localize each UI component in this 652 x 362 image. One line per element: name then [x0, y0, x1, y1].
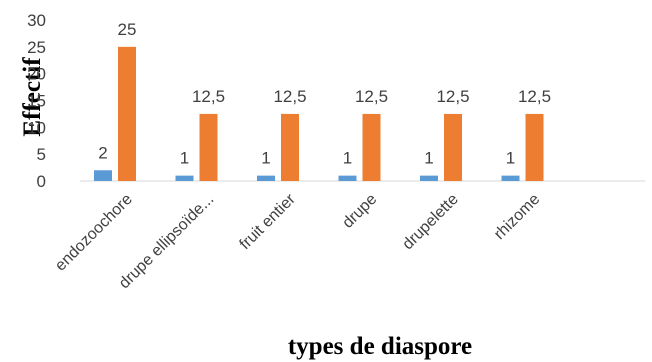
data-label: 25 [118, 20, 137, 39]
x-axis-title: types de diaspore [288, 333, 472, 360]
y-axis-ticks: 0 5 10 15 20 25 30 [27, 11, 46, 191]
y-tick-label: 20 [27, 65, 46, 84]
x-category-label: drupelette [399, 191, 461, 253]
bar-series-1 [175, 175, 194, 181]
data-label: 12,5 [436, 87, 469, 106]
bar-series-1 [420, 175, 438, 181]
bars: 2 25 1 12,5 1 12,5 1 12,5 1 12,5 1 12,5 [94, 20, 551, 182]
bar-series-1 [501, 175, 520, 181]
data-label: 1 [343, 149, 352, 168]
bar-series-2 [525, 113, 544, 181]
data-label: 1 [261, 149, 270, 168]
bar-series-2 [118, 46, 136, 182]
data-label: 12,5 [355, 87, 388, 106]
bar-series-2 [199, 113, 218, 181]
y-tick-label: 5 [37, 145, 46, 164]
y-tick-label: 25 [27, 38, 46, 57]
x-category-label: drupe [339, 191, 380, 232]
y-tick-label: 30 [27, 11, 46, 30]
x-category-label: endozoochore [52, 191, 136, 275]
y-axis-title: Effectif [19, 57, 46, 137]
data-label: 1 [506, 149, 515, 168]
y-tick-label: 10 [27, 118, 46, 137]
data-label: 12,5 [518, 87, 551, 106]
data-label: 1 [180, 149, 189, 168]
x-category-label: rhizome [491, 191, 543, 243]
data-label: 12,5 [192, 87, 225, 106]
bar-series-1 [257, 175, 275, 181]
bar-series-1 [338, 175, 357, 181]
bar-series-2 [281, 113, 299, 181]
bar-series-1 [94, 170, 112, 181]
y-tick-label: 15 [27, 92, 46, 111]
bar-series-2 [444, 113, 462, 181]
data-label: 1 [424, 149, 433, 168]
data-label: 2 [98, 143, 107, 162]
bar-series-2 [362, 113, 381, 181]
x-category-label: fruit entier [237, 190, 300, 253]
data-label: 12,5 [273, 87, 306, 106]
y-tick-label: 0 [37, 172, 46, 191]
